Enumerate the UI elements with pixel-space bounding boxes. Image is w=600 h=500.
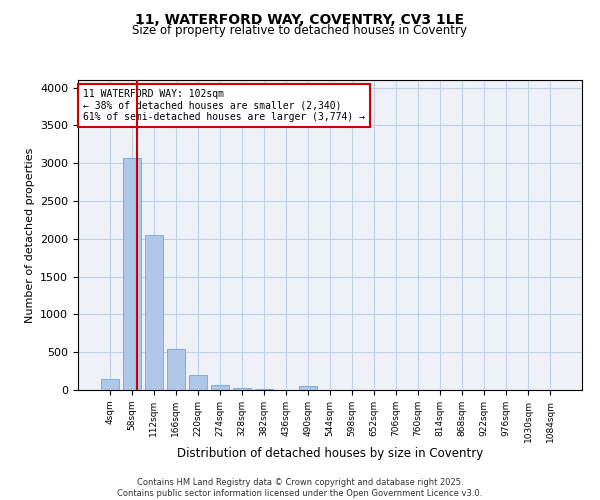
Bar — [255, 389, 273, 390]
Y-axis label: Number of detached properties: Number of detached properties — [25, 148, 35, 322]
X-axis label: Distribution of detached houses by size in Coventry: Distribution of detached houses by size … — [177, 448, 483, 460]
Text: 11 WATERFORD WAY: 102sqm
← 38% of detached houses are smaller (2,340)
61% of sem: 11 WATERFORD WAY: 102sqm ← 38% of detach… — [83, 90, 365, 122]
Bar — [123, 158, 140, 390]
Bar — [233, 388, 251, 390]
Bar — [299, 386, 317, 390]
Bar — [167, 349, 185, 390]
Text: 11, WATERFORD WAY, COVENTRY, CV3 1LE: 11, WATERFORD WAY, COVENTRY, CV3 1LE — [136, 12, 464, 26]
Text: Size of property relative to detached houses in Coventry: Size of property relative to detached ho… — [133, 24, 467, 37]
Bar — [101, 378, 119, 390]
Bar — [145, 235, 163, 390]
Bar — [211, 384, 229, 390]
Text: Contains HM Land Registry data © Crown copyright and database right 2025.
Contai: Contains HM Land Registry data © Crown c… — [118, 478, 482, 498]
Bar — [189, 375, 206, 390]
